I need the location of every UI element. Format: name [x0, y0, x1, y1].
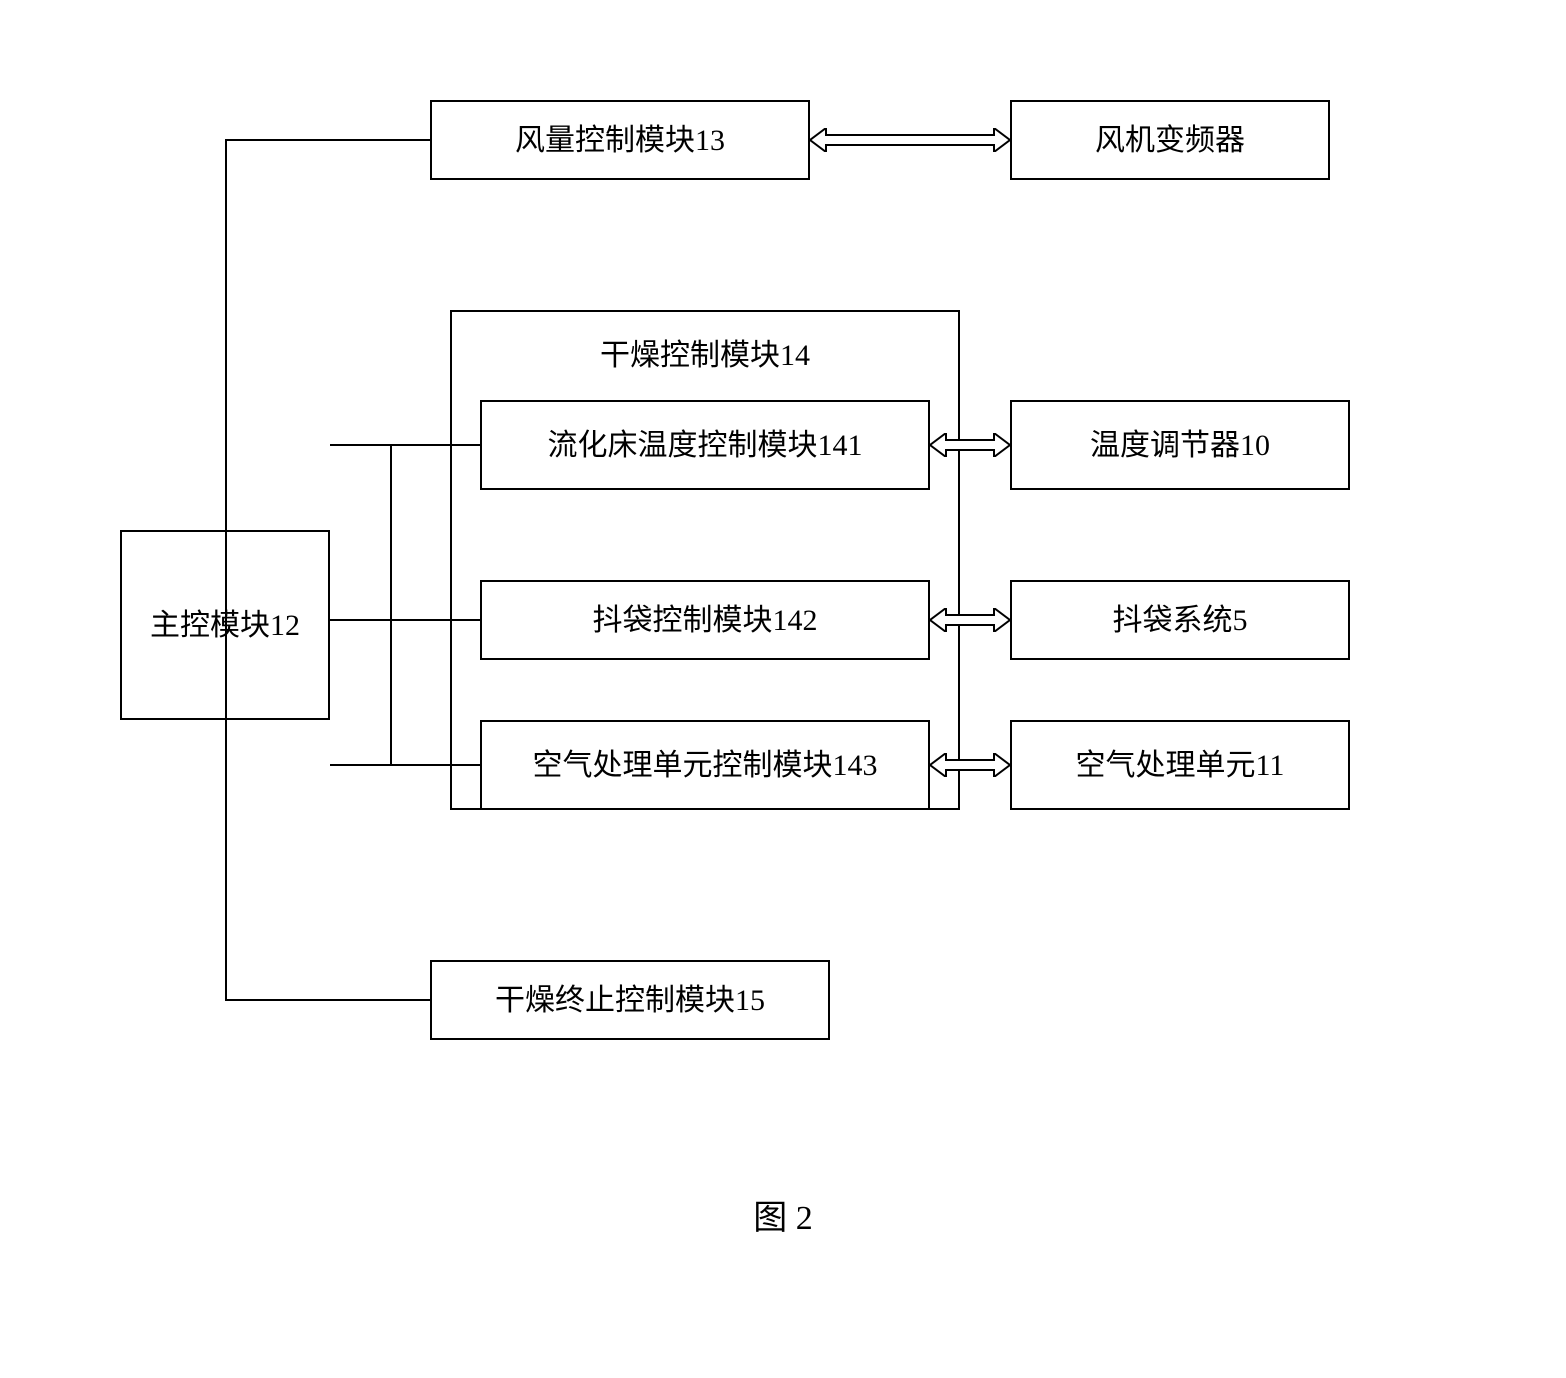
container-title: 干燥控制模块14 [452, 330, 958, 374]
arrow-bidirectional-icon [930, 753, 1010, 777]
node-label: 抖袋系统5 [1113, 601, 1248, 640]
node-label: 流化床温度控制模块141 [548, 426, 863, 465]
node-label: 空气处理单元控制模块143 [533, 746, 878, 785]
node-label: 风机变频器 [1095, 121, 1245, 160]
edge-line [390, 444, 392, 766]
node-label: 温度调节器10 [1090, 426, 1270, 465]
node-drying-stop: 干燥终止控制模块15 [430, 960, 830, 1040]
arrow-bidirectional-icon [930, 608, 1010, 632]
node-bag-system: 抖袋系统5 [1010, 580, 1350, 660]
node-air-unit: 空气处理单元11 [1010, 720, 1350, 810]
node-label: 干燥终止控制模块15 [495, 981, 765, 1020]
node-label: 干燥控制模块14 [600, 339, 810, 372]
edge-line [330, 764, 480, 766]
edge-line [225, 999, 430, 1001]
caption-text: 图 2 [753, 1200, 813, 1237]
node-label: 抖袋控制模块142 [593, 601, 818, 640]
edge-line [330, 619, 480, 621]
node-label: 空气处理单元11 [1076, 746, 1285, 785]
edge-line [330, 444, 480, 446]
node-air-volume: 风量控制模块13 [430, 100, 810, 180]
node-bag-shake: 抖袋控制模块142 [480, 580, 930, 660]
node-air-unit-ctrl: 空气处理单元控制模块143 [480, 720, 930, 810]
edge-line [225, 720, 227, 1000]
node-label: 风量控制模块13 [515, 121, 725, 160]
edge-line [225, 139, 227, 530]
node-fluidbed-temp: 流化床温度控制模块141 [480, 400, 930, 490]
arrow-bidirectional-icon [930, 433, 1010, 457]
edge-line [225, 139, 430, 141]
node-temp-regulator: 温度调节器10 [1010, 400, 1350, 490]
figure-caption: 图 2 [0, 1190, 1566, 1239]
node-fan-inverter: 风机变频器 [1010, 100, 1330, 180]
arrow-bidirectional-icon [810, 128, 1010, 152]
